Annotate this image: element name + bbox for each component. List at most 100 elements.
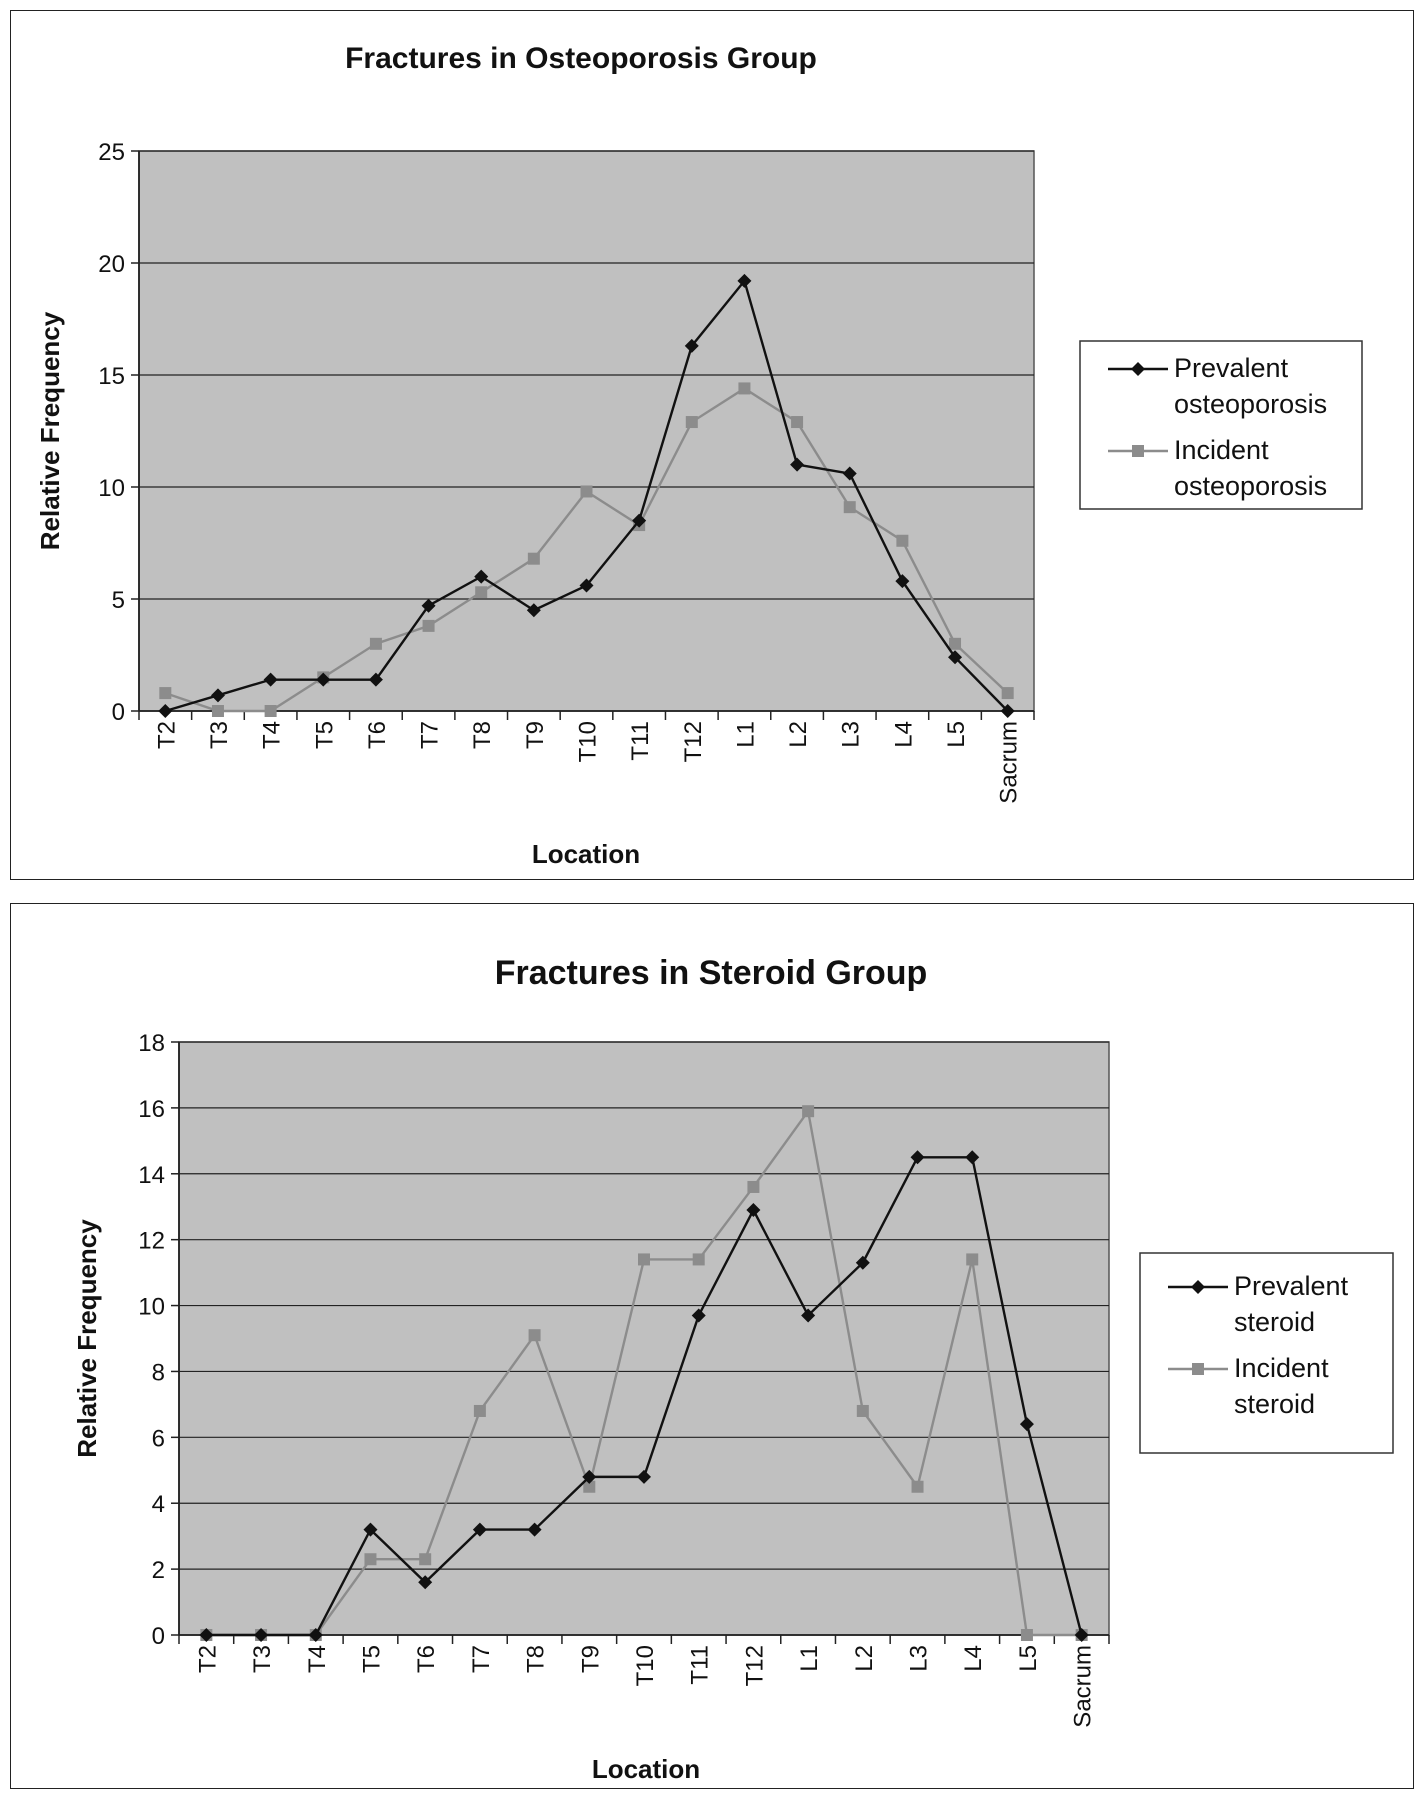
data-point-prevalent [363, 1522, 378, 1537]
x-tick-label: L1 [732, 721, 759, 748]
legend-label: Prevalent [1234, 1271, 1349, 1301]
chart-panel-steroid: Fractures in Steroid Group 0 2 4 6 8 10 12 14 16 1… [10, 903, 1414, 1789]
x-tick-label: T9 [522, 721, 549, 749]
data-point-prevalent [842, 466, 857, 481]
legend-marker-prevalent [1191, 1280, 1205, 1294]
data-point-incident [419, 1553, 432, 1566]
plot-area [178, 1041, 1110, 1636]
data-point-incident [580, 485, 593, 498]
data-point-incident [528, 1329, 541, 1342]
data-point-prevalent [199, 1628, 214, 1642]
legend-label: Incident [1174, 435, 1269, 465]
y-axis-label: Relative Frequency [35, 311, 65, 550]
x-tick-label: Sacrum [1070, 1645, 1097, 1728]
x-axis-label: Location [592, 1754, 700, 1784]
data-point-incident [364, 1553, 377, 1566]
data-point-prevalent [472, 1522, 487, 1537]
y-tick-label: 18 [138, 1030, 165, 1057]
x-tick-label: T4 [304, 1645, 331, 1673]
legend-label: steroid [1234, 1389, 1315, 1419]
y-axis-label: Relative Frequency [72, 1219, 102, 1458]
x-axis-label: Location [532, 839, 640, 869]
data-point-incident [527, 552, 540, 565]
x-tick-label: T6 [364, 721, 391, 749]
y-tick-label: 12 [138, 1228, 165, 1255]
x-tick-label: T10 [632, 1645, 659, 1686]
x-tick-label: T7 [417, 721, 444, 749]
chart-title: Fractures in Steroid Group [495, 954, 928, 992]
data-point-incident [638, 1253, 650, 1266]
data-point-incident [159, 687, 172, 700]
x-tick-label: Sacrum [996, 721, 1023, 804]
x-tick-label: T12 [680, 721, 707, 762]
data-point-prevalent [527, 1522, 542, 1537]
y-tick-label: 20 [98, 251, 125, 278]
data-point-prevalent [1074, 1628, 1089, 1642]
data-point-prevalent [637, 1469, 651, 1484]
x-tick-label: L3 [838, 721, 865, 748]
data-point-incident [422, 619, 435, 632]
data-point-prevalent [308, 1628, 323, 1642]
x-tick-label: T3 [249, 1645, 276, 1673]
legend-marker-incident [1192, 1363, 1204, 1375]
data-point-prevalent [1000, 704, 1015, 718]
data-point-prevalent [368, 672, 383, 687]
x-tick-label: L5 [943, 721, 970, 748]
data-point-incident [1001, 687, 1014, 700]
data-point-prevalent [632, 513, 647, 528]
data-point-incident [369, 637, 382, 650]
y-tick-label: 6 [152, 1425, 165, 1452]
x-tick-label: T11 [687, 1645, 714, 1685]
data-point-prevalent [1019, 1417, 1034, 1432]
x-tick-label: L5 [1015, 1645, 1042, 1672]
legend-label: steroid [1234, 1307, 1315, 1337]
data-point-incident [738, 382, 751, 395]
x-tick-label: L3 [906, 1645, 933, 1672]
x-tick-label: T4 [259, 721, 286, 749]
legend-label: Incident [1234, 1353, 1329, 1383]
y-tick-label: 10 [98, 475, 125, 502]
y-tick-label: 14 [138, 1162, 165, 1189]
data-point-prevalent [316, 672, 331, 687]
x-tick-label: T2 [194, 1645, 221, 1673]
data-point-prevalent [910, 1150, 925, 1165]
y-tick-label: 4 [152, 1491, 165, 1518]
x-tick-label: L4 [890, 721, 917, 748]
osteoporosis-chart: Fractures in Osteoporosis Group 0 5 10 15 20 2… [35, 42, 1363, 869]
y-tick-label: 5 [112, 587, 125, 614]
x-tick-label: T8 [523, 1645, 550, 1673]
x-tick-label: T5 [358, 1645, 385, 1673]
legend-label: osteoporosis [1174, 471, 1327, 501]
legend-label: osteoporosis [1174, 389, 1327, 419]
legend-label: Prevalent [1174, 353, 1289, 383]
x-tick-label: T2 [153, 721, 180, 749]
data-point-incident [685, 416, 698, 429]
data-point-incident [896, 534, 909, 547]
y-tick-label: 2 [152, 1557, 165, 1584]
x-tick-label: T7 [468, 1645, 495, 1673]
x-tick-label: T3 [206, 721, 233, 749]
data-point-incident [747, 1180, 760, 1193]
plot-area [138, 150, 1035, 712]
steroid-chart: Fractures in Steroid Group 0 2 4 6 8 10 12 14 16 1… [72, 954, 1394, 1784]
y-tick-label: 10 [138, 1294, 165, 1321]
y-tick-label: 0 [112, 699, 125, 726]
y-tick-label: 16 [138, 1096, 165, 1123]
data-point-prevalent [684, 338, 699, 353]
x-tick-label: T8 [469, 721, 496, 749]
x-tick-label: T6 [413, 1645, 440, 1673]
data-point-prevalent [526, 603, 541, 618]
data-point-prevalent [210, 688, 225, 703]
data-point-prevalent [855, 1255, 870, 1270]
chart-panel-osteoporosis: Fractures in Osteoporosis Group 0 5 10 15 20 2… [10, 10, 1414, 880]
x-tick-label: T9 [577, 1645, 604, 1673]
data-point-incident [692, 1253, 705, 1266]
data-point-incident [802, 1105, 815, 1118]
data-point-incident [583, 1480, 596, 1493]
y-tick-label: 25 [98, 139, 125, 166]
data-point-prevalent [895, 574, 910, 589]
chart-title: Fractures in Osteoporosis Group [345, 42, 817, 75]
data-point-prevalent [582, 1469, 597, 1484]
data-point-prevalent [790, 457, 805, 472]
data-point-prevalent [421, 598, 436, 613]
